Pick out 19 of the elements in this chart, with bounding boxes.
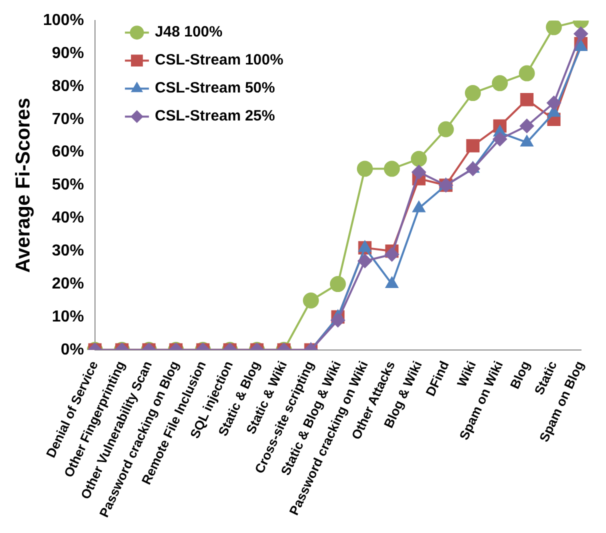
y-tick-label: 30% bbox=[52, 242, 84, 260]
x-tick-label: Static bbox=[531, 358, 560, 398]
y-tick-label: 20% bbox=[52, 275, 84, 292]
legend-label: CSL-Stream 100% bbox=[154, 52, 284, 69]
y-tick-label: 80% bbox=[52, 78, 84, 95]
y-tick-label: 0% bbox=[60, 341, 84, 358]
y-tick-label: 100% bbox=[43, 12, 84, 30]
x-tick-label: Blog bbox=[507, 358, 533, 392]
legend-label: J48 100% bbox=[154, 24, 222, 41]
y-tick-label: 40% bbox=[52, 210, 84, 227]
legend-label: CSL-Stream 50% bbox=[154, 80, 275, 97]
y-tick-label: 10% bbox=[52, 308, 84, 326]
y-axis-title: Average Fi-Scores bbox=[12, 98, 35, 273]
x-tick-label: Wiki bbox=[454, 358, 479, 390]
y-tick-label: 50% bbox=[52, 176, 84, 194]
y-tick-label: 60% bbox=[52, 144, 84, 161]
legend-label: CSL-Stream 25% bbox=[154, 108, 275, 125]
y-tick-label: 90% bbox=[52, 44, 84, 62]
y-tick-label: 70% bbox=[52, 110, 84, 128]
